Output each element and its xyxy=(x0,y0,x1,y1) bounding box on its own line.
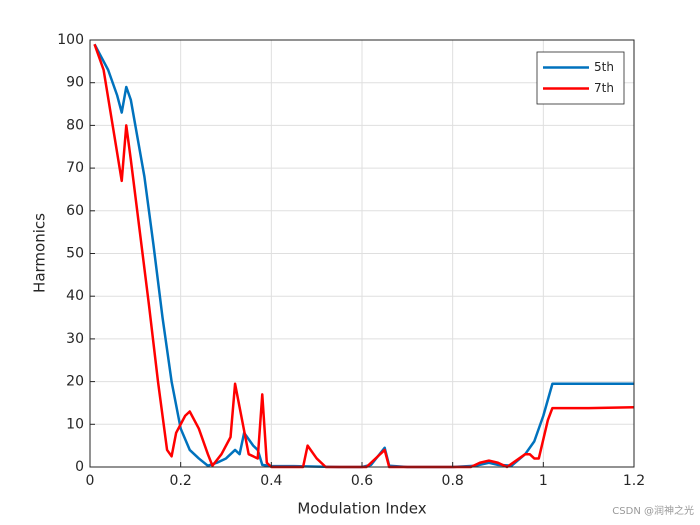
x-tick-label: 0.8 xyxy=(442,473,464,489)
y-tick-label: 0 xyxy=(75,459,84,475)
y-axis-label: Harmonics xyxy=(31,213,49,293)
y-tick-label: 10 xyxy=(66,416,84,432)
x-tick-label: 0.4 xyxy=(260,473,282,489)
legend-label: 7th xyxy=(594,81,614,95)
x-tick-label: 0.2 xyxy=(170,473,192,489)
x-tick-label: 1 xyxy=(539,473,548,489)
y-tick-label: 20 xyxy=(66,374,84,390)
y-tick-label: 90 xyxy=(66,75,84,91)
x-tick-label: 1.2 xyxy=(623,473,645,489)
y-tick-label: 50 xyxy=(66,246,84,262)
y-tick-label: 80 xyxy=(66,117,84,133)
legend-box xyxy=(536,51,625,105)
series-line xyxy=(93,43,635,469)
legend-label: 5th xyxy=(594,60,614,74)
x-axis-label: Modulation Index xyxy=(297,500,426,518)
watermark: CSDN @润神之光 xyxy=(612,504,694,517)
y-tick-label: 100 xyxy=(57,32,84,48)
y-tick-label: 70 xyxy=(66,160,84,176)
y-tick-label: 30 xyxy=(66,331,84,347)
x-tick-label: 0 xyxy=(86,473,95,489)
x-tick-label: 0.6 xyxy=(351,473,373,489)
y-tick-label: 40 xyxy=(66,288,84,304)
y-tick-label: 60 xyxy=(66,203,84,219)
